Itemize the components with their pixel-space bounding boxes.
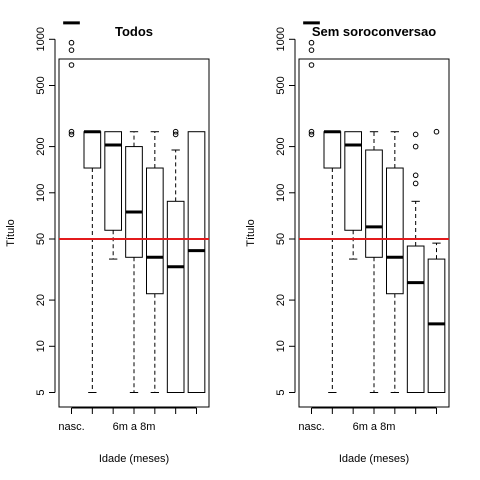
plot-frame xyxy=(58,58,210,408)
box-7 xyxy=(427,128,446,393)
outlier-point xyxy=(308,47,315,53)
y-tick-label: 200 xyxy=(275,137,287,155)
box-body xyxy=(187,131,206,393)
y-tick-label: 50 xyxy=(35,233,47,245)
y-tick-label: 1000 xyxy=(275,27,287,51)
outlier-point xyxy=(412,180,419,187)
box-3 xyxy=(344,131,363,260)
outlier-point xyxy=(68,62,75,68)
plot-area: 5 10 20 50 100 200 500 1000 nasc. 6m a 8m xyxy=(35,21,210,433)
box-2 xyxy=(83,130,102,393)
y-tick-label: 20 xyxy=(275,294,287,306)
plot-frame xyxy=(298,58,450,408)
outlier-point xyxy=(412,172,419,179)
y-tick-label: 10 xyxy=(35,340,47,352)
box-1 xyxy=(303,21,320,138)
y-tick-label: 1000 xyxy=(35,27,47,51)
box-5 xyxy=(386,131,404,393)
box-body xyxy=(83,131,102,169)
outlier-point xyxy=(433,128,440,135)
y-axis-label: Título xyxy=(5,219,17,247)
box-body xyxy=(146,167,164,295)
box-5 xyxy=(146,131,164,393)
box-4 xyxy=(125,131,143,393)
outlier-point xyxy=(412,143,419,150)
box-4 xyxy=(365,131,383,393)
panel-sem-soroconversao: Sem soroconversao Título Idade (meses) 5… xyxy=(245,21,450,465)
x-tick-label: nasc. xyxy=(298,421,324,433)
box-body xyxy=(166,200,185,393)
y-tick-label: 5 xyxy=(275,389,287,395)
panel-todos: Todos Título Idade (meses) 5 10 20 50 100 200… xyxy=(5,21,210,465)
panel-title: Sem soroconversao xyxy=(312,24,436,39)
y-tick-label: 500 xyxy=(35,76,47,94)
outlier-point xyxy=(68,131,75,138)
y-tick-label: 100 xyxy=(275,184,287,202)
y-tick-label: 50 xyxy=(275,233,287,245)
x-tick-label: 6m a 8m xyxy=(353,421,396,433)
box-7 xyxy=(187,131,206,393)
box-6 xyxy=(406,131,425,393)
outlier-point xyxy=(172,131,179,138)
x-tick-label: nasc. xyxy=(58,421,84,433)
box-2 xyxy=(323,130,342,393)
box-body xyxy=(386,167,404,295)
box-1 xyxy=(63,21,80,138)
box-body xyxy=(125,146,143,258)
panel-title: Todos xyxy=(115,24,153,39)
x-tick-label: 6m a 8m xyxy=(113,421,156,433)
outlier-point xyxy=(308,131,315,138)
x-axis-label: Idade (meses) xyxy=(339,453,409,465)
y-tick-label: 5 xyxy=(35,389,47,395)
outlier-point xyxy=(68,39,75,46)
y-tick-label: 500 xyxy=(275,76,287,94)
outlier-point xyxy=(412,131,419,138)
plot-area: 5 10 20 50 100 200 500 1000 nasc. 6m a 8m xyxy=(275,21,450,433)
box-body xyxy=(406,245,425,393)
box-body xyxy=(427,258,446,393)
box-6 xyxy=(166,128,185,393)
outlier-point xyxy=(308,62,315,68)
y-tick-label: 10 xyxy=(275,340,287,352)
box-body xyxy=(104,131,123,231)
outlier-point xyxy=(172,128,179,135)
y-tick-label: 100 xyxy=(35,184,47,202)
box-3 xyxy=(104,131,123,260)
outlier-point xyxy=(308,39,315,46)
y-tick-label: 20 xyxy=(35,294,47,306)
y-tick-label: 200 xyxy=(35,137,47,155)
box-body xyxy=(344,131,363,231)
y-axis-label: Título xyxy=(245,219,257,247)
box-body xyxy=(365,149,383,258)
outlier-point xyxy=(68,128,75,135)
x-axis-label: Idade (meses) xyxy=(99,453,169,465)
outlier-point xyxy=(68,47,75,53)
box-body xyxy=(323,131,342,169)
outlier-point xyxy=(308,128,315,135)
